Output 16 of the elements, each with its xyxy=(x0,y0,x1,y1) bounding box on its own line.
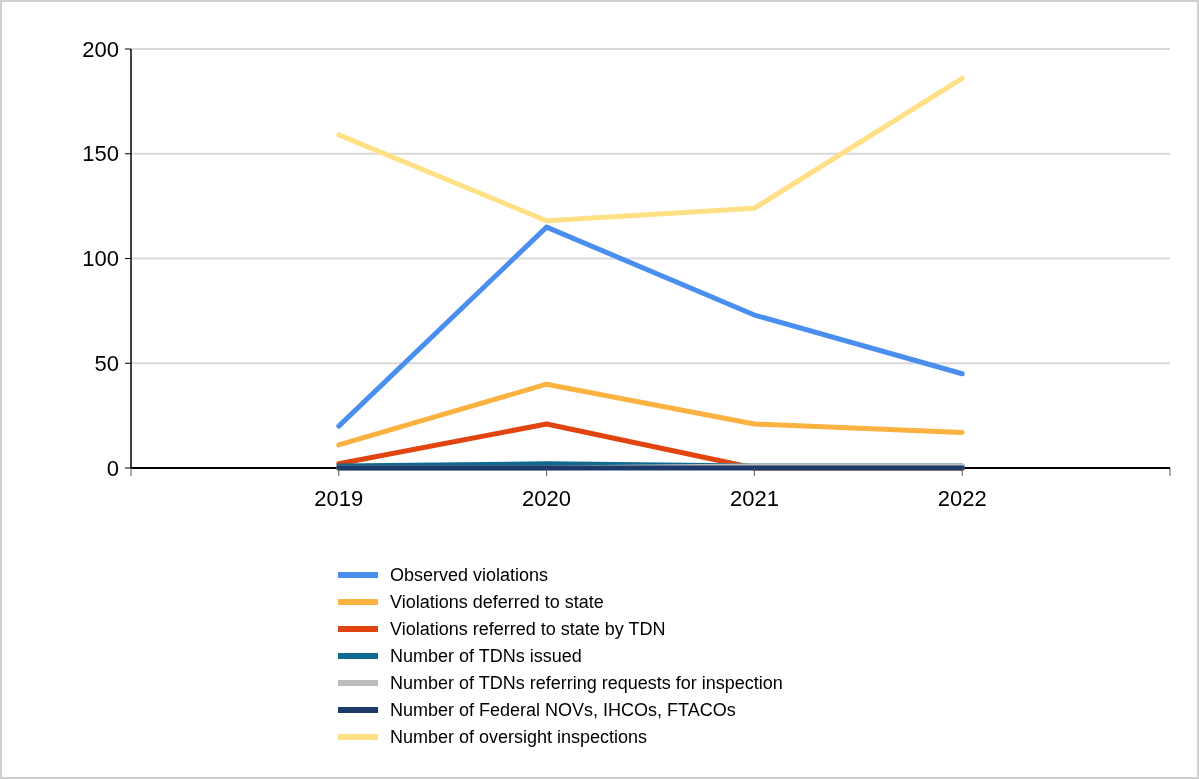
legend-label: Observed violations xyxy=(390,565,549,586)
x-tick-label: 2022 xyxy=(937,486,987,511)
x-tick-label: 2019 xyxy=(314,486,364,511)
legend-label: Violations referred to state by TDN xyxy=(390,619,666,640)
legend-label: Number of TDNs issued xyxy=(390,646,582,667)
x-tick-label: 2020 xyxy=(522,486,572,511)
legend-label: Violations deferred to state xyxy=(390,592,604,613)
legend-label: Number of oversight inspections xyxy=(390,727,648,748)
y-tick-label: 50 xyxy=(94,350,119,376)
x-tick-label: 2021 xyxy=(729,486,779,511)
y-tick-label: 150 xyxy=(82,141,119,167)
legend-label: Number of TDNs referring requests for inspection xyxy=(390,673,783,694)
y-tick-label: 200 xyxy=(82,36,119,62)
y-tick-label: 0 xyxy=(106,455,119,481)
y-tick-label: 100 xyxy=(82,246,119,272)
legend-label: Number of Federal NOVs, IHCOs, FTACOs xyxy=(390,700,736,721)
